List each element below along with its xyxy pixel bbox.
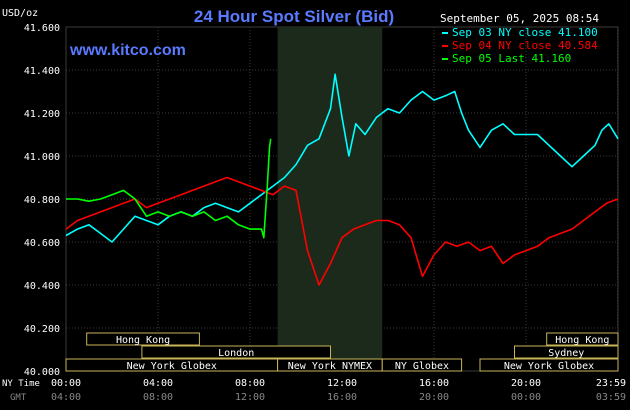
x-row-label-ny: NY Time [2, 379, 40, 389]
x-tick-label-gmt: 03:59 [596, 392, 626, 403]
y-tick-label: 41.000 [24, 152, 60, 163]
session-label: New York Globex [504, 361, 594, 372]
y-tick-label: 40.800 [24, 195, 60, 206]
x-tick-label-gmt: 16:00 [327, 392, 357, 403]
session-bar [546, 332, 619, 346]
nymex-session-shade [277, 27, 383, 371]
x-tick-label-gmt: 04:00 [51, 392, 81, 403]
y-tick-label: 40.400 [24, 281, 60, 292]
session-label: NY Globex [395, 361, 449, 372]
series-line-2 [65, 176, 619, 286]
legend-swatch [442, 45, 448, 47]
session-label: Hong Kong [116, 335, 170, 346]
x-tick-label-ny: 20:00 [511, 378, 541, 389]
series-line-1 [65, 73, 619, 243]
x-tick-label-ny: 16:00 [419, 378, 449, 389]
session-bar [381, 358, 463, 372]
x-tick-label-gmt: 20:00 [419, 392, 449, 403]
y-tick-label: 41.400 [24, 66, 60, 77]
x-tick-label-gmt: 00:00 [511, 392, 541, 403]
legend-entry: Sep 03 NY close 41.100 [452, 26, 598, 39]
x-tick-label-ny: 08:00 [235, 378, 265, 389]
x-tick-label-ny: 23:59 [596, 378, 626, 389]
session-bar [141, 345, 331, 359]
x-axis: 00:00 04:00 04:00 08:00 08:00 12:00 12:00 16:00… [2, 378, 626, 403]
y-tick-label: 41.200 [24, 109, 60, 120]
y-tick-label: 40.600 [24, 238, 60, 249]
session-bar [86, 332, 200, 346]
x-tick-label-gmt: 08:00 [143, 392, 173, 403]
x-tick-label-gmt: 12:00 [235, 392, 265, 403]
y-tick-label: 40.200 [24, 324, 60, 335]
session-label: Sydney [548, 348, 584, 359]
price-series [65, 73, 619, 286]
chart-title: 24 Hour Spot Silver (Bid) [194, 7, 394, 26]
x-row-label-gmt: GMT [10, 393, 27, 403]
session-label: London [218, 348, 254, 359]
watermark: www.kitco.com [69, 42, 186, 59]
y-axis: 41.600 41.400 41.200 41.000 40.800 40.600 40.4… [24, 23, 60, 378]
x-tick-label-ny: 00:00 [51, 378, 81, 389]
session-label: New York NYMEX [288, 361, 372, 372]
legend-entry: Sep 05 Last 41.160 [452, 52, 571, 65]
legend-swatch [442, 32, 448, 34]
chart-timestamp: September 05, 2025 08:54 [440, 12, 599, 25]
legend-swatch [442, 58, 448, 60]
y-tick-label: 41.600 [24, 23, 60, 34]
session-bar [514, 345, 619, 359]
nymex-highlight [277, 27, 383, 371]
legend-entry: Sep 04 NY close 40.584 [452, 39, 598, 52]
session-label: Hong Kong [555, 335, 609, 346]
session-label: New York Globex [127, 361, 217, 372]
x-tick-label-ny: 04:00 [143, 378, 173, 389]
x-tick-label-ny: 12:00 [327, 378, 357, 389]
y-axis-unit-label: USD/oz [2, 8, 38, 19]
session-bar [479, 358, 619, 372]
series-line-3 [66, 138, 272, 239]
y-tick-label: 40.000 [24, 367, 60, 378]
